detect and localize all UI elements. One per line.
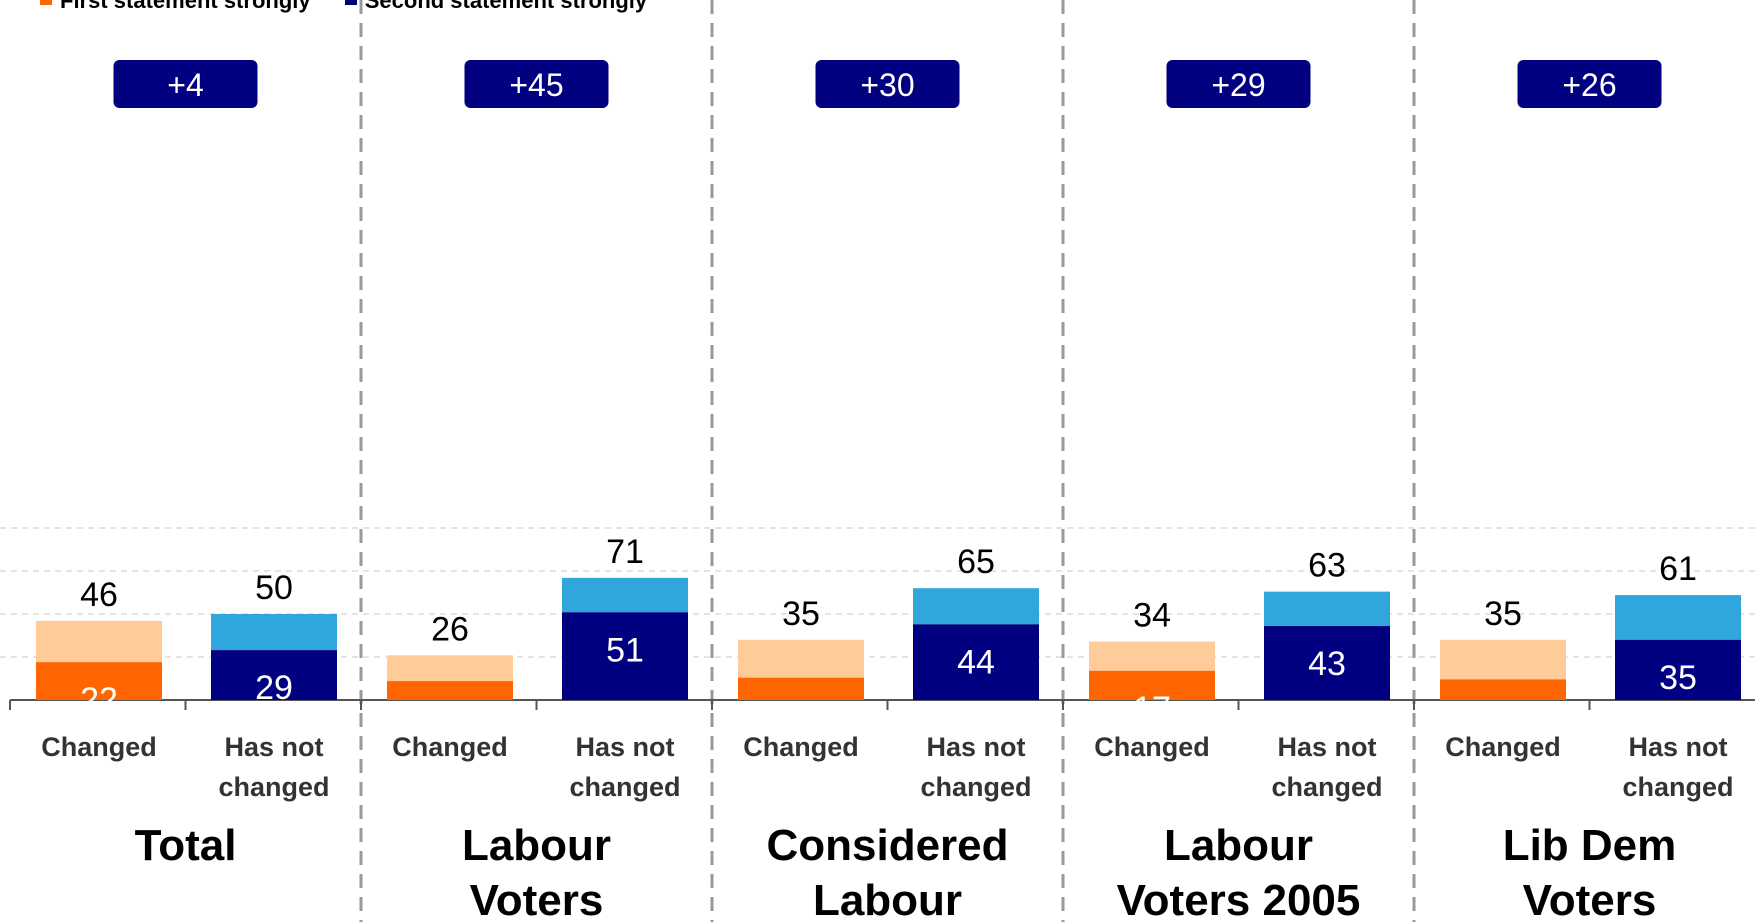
- bar-category-label: Has not: [1277, 732, 1376, 762]
- bar-total-label: 34: [1133, 597, 1171, 635]
- legend-swatch-second: [344, 0, 357, 5]
- difference-badge-label: +26: [1562, 67, 1616, 103]
- bar-category-label: changed: [1622, 772, 1733, 802]
- difference-badge: [815, 60, 960, 108]
- bar-strongly-label: 12: [1484, 698, 1522, 736]
- group-name-label: Labour: [1164, 821, 1313, 870]
- bar-total-label: 26: [431, 610, 469, 648]
- bar-strongly-segment: [1264, 626, 1390, 700]
- group-name-label: Labour: [462, 821, 611, 870]
- bar-category-label: Changed: [1094, 732, 1210, 762]
- group-name-label: Considered: [766, 821, 1008, 870]
- bar-strongly-label: 22: [80, 681, 118, 719]
- bar-total-segment: [36, 620, 162, 663]
- legend-item-second: Second statement strongly: [344, 0, 648, 13]
- bar-strongly-label: 43: [1308, 645, 1346, 683]
- bar-total-segment: [738, 639, 864, 678]
- group-name-label: Total: [135, 821, 237, 870]
- bar-total-segment: [1089, 641, 1215, 671]
- legend-item-first: First statement strongly: [40, 0, 317, 13]
- bar-total-label: 46: [80, 576, 118, 614]
- group-name-label: Voters 2005: [1117, 876, 1361, 922]
- bar-strongly-segment: [913, 624, 1039, 700]
- bar-strongly-label: 29: [255, 669, 293, 707]
- group-name-label: Lib Dem: [1503, 821, 1677, 870]
- bar-total-label: 63: [1308, 547, 1346, 585]
- bar-strongly-label: 44: [957, 643, 995, 681]
- difference-badge-label: +30: [860, 67, 914, 103]
- bar-category-label: Changed: [41, 732, 157, 762]
- bar-total-segment: [1440, 639, 1566, 680]
- bar-total-segment: [1615, 595, 1741, 640]
- bar-strongly-label: 51: [606, 631, 644, 669]
- bar-strongly-label: 17: [1133, 690, 1171, 728]
- difference-badge-label: +45: [509, 67, 563, 103]
- difference-badge: [1517, 60, 1662, 108]
- bar-strongly-label: 11: [432, 700, 467, 738]
- bar-strongly-segment: [738, 677, 864, 700]
- legend: First statement strongly Second statemen…: [40, 0, 675, 13]
- bar-strongly-segment: [562, 612, 688, 700]
- bar-category-label: Changed: [392, 732, 508, 762]
- bar-strongly-segment: [211, 650, 337, 700]
- legend-label-first: First statement strongly: [60, 0, 311, 13]
- bar-category-label: changed: [920, 772, 1031, 802]
- bar-category-label: Has not: [575, 732, 674, 762]
- bar-strongly-segment: [387, 681, 513, 700]
- bar-category-label: Changed: [1445, 732, 1561, 762]
- group-name-label: Voters: [470, 876, 604, 922]
- bar-total-label: 71: [606, 533, 644, 571]
- bar-total-segment: [387, 655, 513, 682]
- legend-swatch-first: [40, 0, 52, 5]
- bar-total-segment: [913, 588, 1039, 625]
- bar-category-label: changed: [218, 772, 329, 802]
- difference-badge: [113, 60, 258, 108]
- bar-category-label: Changed: [743, 732, 859, 762]
- bar-strongly-segment: [1615, 639, 1741, 700]
- bar-category-label: changed: [569, 772, 680, 802]
- difference-badge: [1166, 60, 1311, 108]
- bar-total-label: 50: [255, 569, 293, 607]
- bar-total-label: 65: [957, 543, 995, 581]
- group-name-label: Labour: [813, 876, 962, 922]
- bar-strongly-segment: [1440, 679, 1566, 700]
- bar-category-label: Has not: [926, 732, 1025, 762]
- bar-strongly-segment: [1089, 670, 1215, 700]
- difference-badge-label: +29: [1211, 67, 1265, 103]
- group-name-label: Voters: [1523, 876, 1657, 922]
- bar-total-segment: [211, 614, 337, 651]
- bar-total-label: 61: [1659, 550, 1697, 588]
- bar-category-label: Has not: [224, 732, 323, 762]
- bar-total-segment: [1264, 591, 1390, 627]
- difference-badge: [464, 60, 609, 108]
- bar-strongly-segment: [36, 662, 162, 700]
- bar-category-label: changed: [1271, 772, 1382, 802]
- bar-total-segment: [562, 577, 688, 613]
- bar-total-label: 35: [1484, 595, 1522, 633]
- bar-strongly-label: 35: [1659, 659, 1697, 697]
- bar-total-label: 35: [782, 595, 820, 633]
- bar-category-label: Has not: [1628, 732, 1727, 762]
- difference-badge-label: +4: [167, 67, 203, 103]
- legend-label-second: Second statement strongly: [364, 0, 648, 13]
- bar-strongly-label: 13: [782, 697, 820, 735]
